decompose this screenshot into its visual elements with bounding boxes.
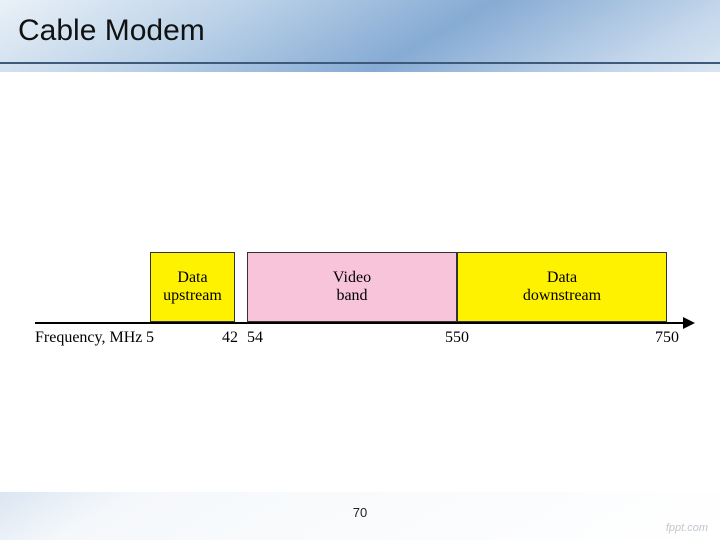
tick-label-5: 5 (146, 329, 154, 347)
content-area: Data upstream Video band Data downstream… (0, 72, 720, 492)
frequency-diagram: Data upstream Video band Data downstream… (35, 237, 685, 387)
page-title: Cable Modem (18, 14, 205, 48)
axis-title: Frequency, MHz (35, 329, 142, 347)
footer-brand: fppt.com (666, 522, 708, 534)
band-label-line: Data (177, 269, 207, 287)
band-label-line: upstream (163, 287, 222, 305)
band-label-line: Video (333, 269, 371, 287)
tick-label-750: 750 (655, 329, 679, 347)
tick-label-54: 54 (247, 329, 263, 347)
frequency-axis-line (35, 322, 685, 324)
page-number: 70 (0, 505, 720, 520)
title-underline (0, 62, 720, 64)
tick-label-42: 42 (222, 329, 238, 347)
band-video: Video band (247, 252, 457, 322)
band-label-line: Data (547, 269, 577, 287)
frequency-axis-arrow-icon (683, 317, 695, 329)
tick-label-550: 550 (445, 329, 469, 347)
band-data-downstream: Data downstream (457, 252, 667, 322)
band-label-line: downstream (523, 287, 601, 305)
slide: Cable Modem Data upstream Video band Dat… (0, 0, 720, 540)
band-label-line: band (336, 287, 367, 305)
band-data-upstream: Data upstream (150, 252, 235, 322)
